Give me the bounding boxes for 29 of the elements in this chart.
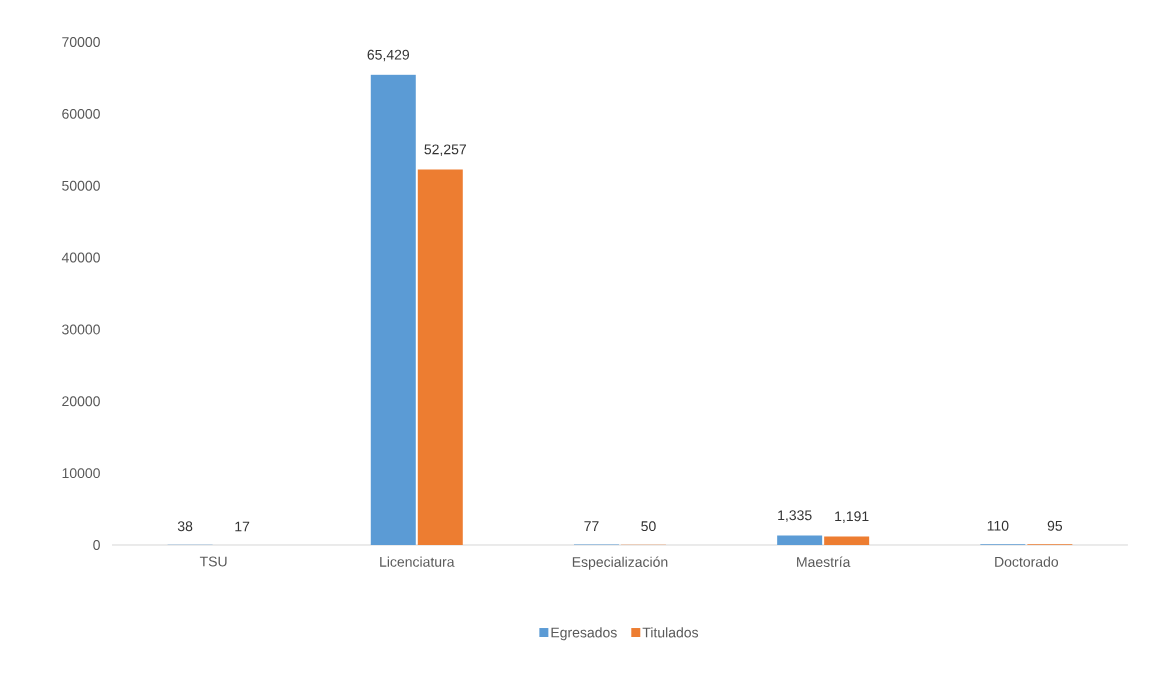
data-label: 50: [641, 521, 656, 532]
y-tick-label: 50000: [62, 180, 100, 191]
data-label: 65,429: [367, 49, 410, 62]
y-tick-label: 0: [93, 540, 100, 550]
y-tick-label: 20000: [62, 396, 100, 407]
x-tick-label: Licenciatura: [380, 556, 455, 567]
y-tick-label: 10000: [62, 468, 100, 479]
data-label: 1,191: [835, 511, 869, 523]
y-tick-label: 60000: [62, 108, 100, 119]
data-label: 52,257: [424, 144, 466, 156]
bar: [777, 535, 823, 545]
y-tick-label: 30000: [62, 324, 100, 335]
data-label: 1,335: [778, 510, 812, 522]
x-tick-label: Especialización: [572, 556, 668, 570]
data-label: 110: [987, 520, 1009, 531]
data-label: 95: [1047, 520, 1063, 531]
x-tick-label: Maestría: [797, 556, 851, 567]
y-tick-label: 70000: [62, 37, 100, 47]
bar: [417, 169, 463, 545]
data-label: 77: [584, 521, 599, 531]
legend-label: Titulados: [642, 627, 699, 638]
legend-label: Egresados: [551, 627, 617, 641]
data-label: 38: [177, 521, 193, 532]
bar: [370, 74, 416, 545]
bar: [824, 536, 870, 545]
y-tick-label: 40000: [61, 252, 100, 263]
x-tick-label: TSU: [199, 556, 227, 567]
x-tick-label: Doctorado: [995, 556, 1059, 567]
data-label: 17: [235, 521, 250, 532]
